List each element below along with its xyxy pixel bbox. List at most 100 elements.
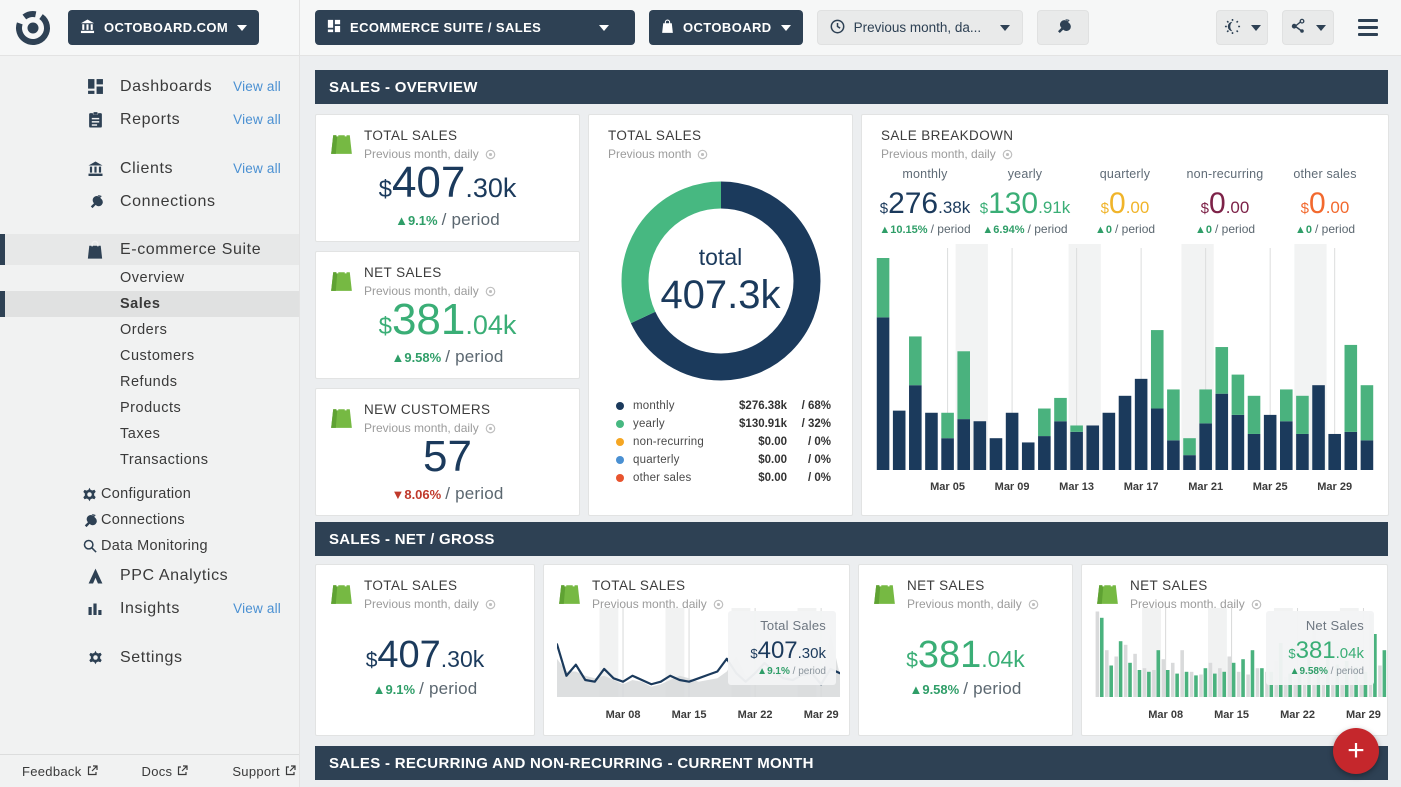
section-title: SALES - OVERVIEW (329, 78, 478, 96)
sidebar-item-customers[interactable]: Customers (0, 343, 299, 369)
metric-value: $381.04k (378, 295, 517, 344)
legend-dot (616, 438, 624, 446)
sidebar-item-connections[interactable]: Connections (0, 185, 299, 218)
metric-delta: ▲6.94% / period (982, 222, 1068, 236)
external-link-icon (87, 764, 98, 779)
period-dropdown[interactable]: Previous month, da... (816, 10, 1023, 45)
target-icon (698, 149, 708, 159)
target-icon (485, 423, 496, 433)
sidebar-item-dashboards[interactable]: Dashboards View all (0, 70, 299, 103)
sidebar-item-transactions[interactable]: Transactions (0, 447, 299, 473)
sidebar-item-orders[interactable]: Orders (0, 317, 299, 343)
datasource-dropdown[interactable]: OCTOBOARD (649, 10, 803, 45)
footer-link-docs[interactable]: Docs (142, 764, 189, 779)
sidebar-item-data-monitoring[interactable]: Data Monitoring (0, 533, 299, 559)
svg-text:Mar 08: Mar 08 (606, 709, 641, 721)
target-icon (1028, 599, 1039, 609)
legend-item[interactable]: monthly $276.38k / 68% (616, 397, 831, 415)
sidebar-item-label: Data Monitoring (101, 538, 208, 554)
view-all-link[interactable]: View all (233, 79, 281, 94)
metric-label: quarterly (1099, 167, 1151, 181)
widget-total-sales-chart: TOTAL SALES Previous month, daily Mar 08… (543, 564, 850, 736)
legend-value: $276.38k (739, 400, 787, 412)
legend-item[interactable]: quarterly $0.00 / 0% (616, 451, 831, 469)
octoboard-logo[interactable] (10, 5, 56, 51)
breakdown-metrics: monthly $276.38k ▲10.15% / period yearly … (875, 167, 1375, 236)
legend-percent: / 0% (807, 454, 831, 466)
sidebar-item-products[interactable]: Products (0, 395, 299, 421)
theme-dropdown[interactable] (1216, 10, 1268, 45)
nav-spacer (0, 218, 299, 234)
sidebar-item-configuration[interactable]: Configuration (0, 481, 299, 507)
legend-value: $130.91k (739, 418, 787, 430)
menu-button[interactable] (1348, 10, 1388, 45)
sidebar-item-ppc-analytics[interactable]: PPC Analytics (0, 559, 299, 592)
shopify-bag-icon (329, 264, 354, 293)
shopify-bag-icon (557, 577, 582, 606)
metric-value: $0.00 (1100, 187, 1150, 220)
metric-value: $130.91k (979, 187, 1071, 220)
widget-title: TOTAL SALES (364, 578, 458, 593)
metric-value: $0.00 (1200, 187, 1250, 220)
shopify-bag-icon (329, 401, 354, 430)
legend-item[interactable]: non-recurring $0.00 / 0% (616, 433, 831, 451)
legend-label: monthly (633, 400, 675, 412)
legend-dot (616, 474, 624, 482)
sidebar-item-sales[interactable]: Sales (0, 291, 299, 317)
gear-icon (82, 487, 97, 502)
sidebar-item-ecommerce-suite[interactable]: E-commerce Suite (0, 234, 299, 265)
legend-dot (616, 420, 624, 428)
metric-delta: ▼8.06% / period (391, 484, 504, 503)
grouped-bar-chart: Mar 08 Mar 15 Mar 22 Mar 29 Net Sales $381.… (1095, 608, 1387, 724)
widget-subtitle: Previous month, daily (881, 147, 996, 161)
site-dropdown[interactable]: OCTOBOARD.COM (68, 10, 260, 45)
sidebar-item-label: Connections (120, 192, 216, 210)
svg-text:Mar 29: Mar 29 (1317, 481, 1352, 493)
breakdown-metric-yearly: yearly $130.91k ▲6.94% / period (975, 167, 1075, 236)
footer-link-support[interactable]: Support (232, 764, 296, 779)
view-all-link[interactable]: View all (233, 161, 281, 176)
svg-text:Mar 29: Mar 29 (804, 709, 839, 721)
bank-icon (80, 18, 95, 37)
sidebar-item-settings[interactable]: Settings (0, 641, 299, 674)
share-dropdown[interactable] (1282, 10, 1334, 45)
share-icon (1290, 18, 1306, 37)
footer-link-feedback[interactable]: Feedback (22, 764, 98, 779)
add-widget-button[interactable]: + (1333, 728, 1379, 774)
view-all-link[interactable]: View all (233, 112, 281, 127)
widget-title: NET SALES (1130, 578, 1208, 593)
metric-value: $407.30k (378, 158, 517, 207)
svg-text:Mar 29: Mar 29 (1346, 709, 1381, 721)
legend-item[interactable]: other sales $0.00 / 0% (616, 469, 831, 487)
sidebar-item-insights[interactable]: Insights View all (0, 592, 299, 625)
sidebar-item-connections-sub[interactable]: Connections (0, 507, 299, 533)
sidebar-item-label: E-commerce Suite (120, 240, 262, 258)
sidebar-item-clients[interactable]: Clients View all (0, 152, 299, 185)
nav-spacer (0, 473, 299, 481)
sidebar-item-refunds[interactable]: Refunds (0, 369, 299, 395)
sidebar-item-label: Customers (120, 348, 195, 364)
legend-label: yearly (633, 418, 665, 430)
shopify-bag-icon (1095, 577, 1120, 606)
breakdown-metric-quarterly: quarterly $0.00 ▲0 / period (1075, 167, 1175, 236)
sidebar-item-taxes[interactable]: Taxes (0, 421, 299, 447)
metric-value: $0.00 (1300, 187, 1350, 220)
sidebar-item-reports[interactable]: Reports View all (0, 103, 299, 136)
dashboards-icon (84, 78, 106, 95)
widget-total-sales-donut: TOTAL SALES Previous month total 407.3k … (588, 114, 853, 516)
widget-subtitle: Previous month, daily (907, 597, 1022, 611)
legend-percent: / 68% (801, 400, 831, 412)
target-icon (485, 599, 496, 609)
connections-button[interactable] (1036, 10, 1089, 45)
insights-icon (84, 601, 106, 617)
plug-icon (1055, 18, 1071, 37)
dashboard-dropdown[interactable]: ECOMMERCE SUITE / SALES (315, 10, 635, 45)
svg-text:Mar 15: Mar 15 (1214, 709, 1249, 721)
view-all-link[interactable]: View all (233, 601, 281, 616)
sidebar-item-overview[interactable]: Overview (0, 265, 299, 291)
ppc-icon (84, 568, 106, 584)
legend-item[interactable]: yearly $130.91k / 32% (616, 415, 831, 433)
sidebar-nav: Dashboards View all Reports View all Clients… (0, 56, 299, 754)
widget-total-sales-2: TOTAL SALES Previous month, daily $407.3… (315, 564, 535, 736)
sidebar-item-label: Dashboards (120, 77, 213, 95)
